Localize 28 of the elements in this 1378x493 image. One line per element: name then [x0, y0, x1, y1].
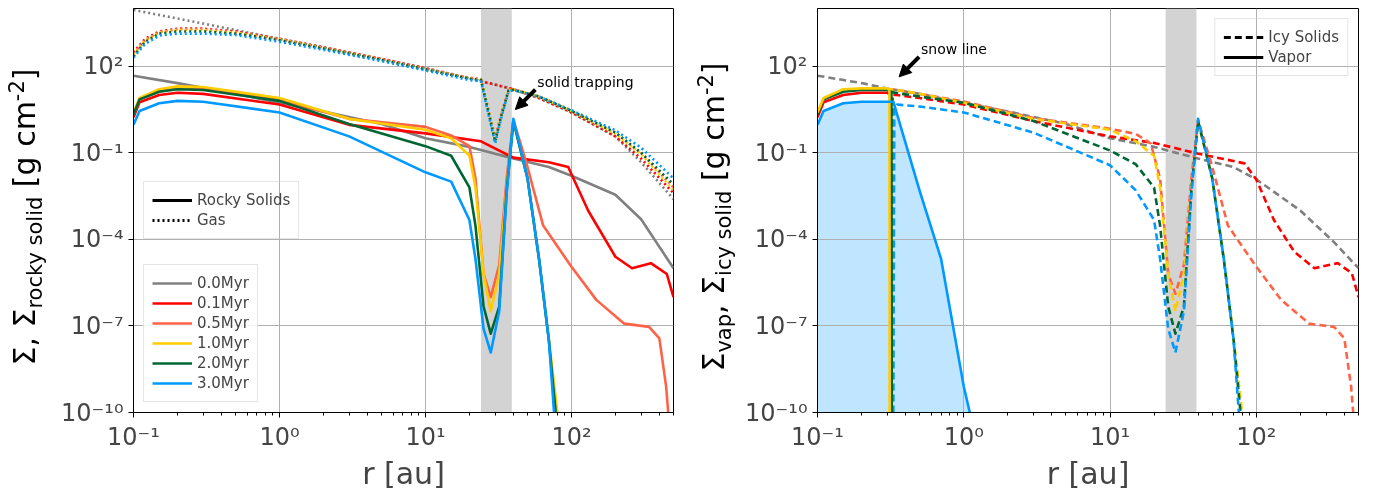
- annotation: Icy Solids: [1268, 28, 1339, 46]
- x-tick-label: 10¹: [1089, 422, 1131, 451]
- y-tick-label: 10⁻⁷: [754, 311, 808, 340]
- x-tick-label: 10²: [1236, 422, 1277, 451]
- legend-label: 1.0Myr: [197, 334, 249, 352]
- x-tick-label: 10⁰: [259, 422, 300, 451]
- x-tick-label: 10⁰: [943, 422, 984, 451]
- legend-label: 0.1Myr: [197, 294, 249, 312]
- legend-label: 2.0Myr: [197, 354, 249, 372]
- y-tick-label: 10⁻⁴: [754, 225, 808, 254]
- annotation: Gas: [197, 211, 226, 229]
- y-tick-label: 10²: [83, 52, 124, 81]
- legend-label: 0.0Myr: [197, 274, 249, 292]
- x-axis-title: r [au]: [362, 455, 445, 491]
- legend-label: 0.5Myr: [197, 314, 249, 332]
- x-tick-label: 10²: [551, 422, 592, 451]
- annotation: Vapor: [1268, 48, 1312, 66]
- y-tick-label: 10⁻⁴: [70, 225, 124, 254]
- x-tick-label: 10¹: [405, 422, 446, 451]
- x-axis-title: r [au]: [1046, 455, 1130, 491]
- y-tick-label: 10⁻⁷: [70, 311, 124, 340]
- annotation: snow line: [921, 40, 987, 57]
- legend-label: 3.0Myr: [197, 374, 249, 392]
- annotation: solid trapping: [537, 73, 634, 90]
- y-tick-label: 10⁻¹: [754, 138, 808, 167]
- y-tick-label: 10⁻¹: [70, 138, 124, 167]
- annotation: Rocky Solids: [197, 191, 291, 209]
- y-tick-label: 10²: [767, 52, 808, 81]
